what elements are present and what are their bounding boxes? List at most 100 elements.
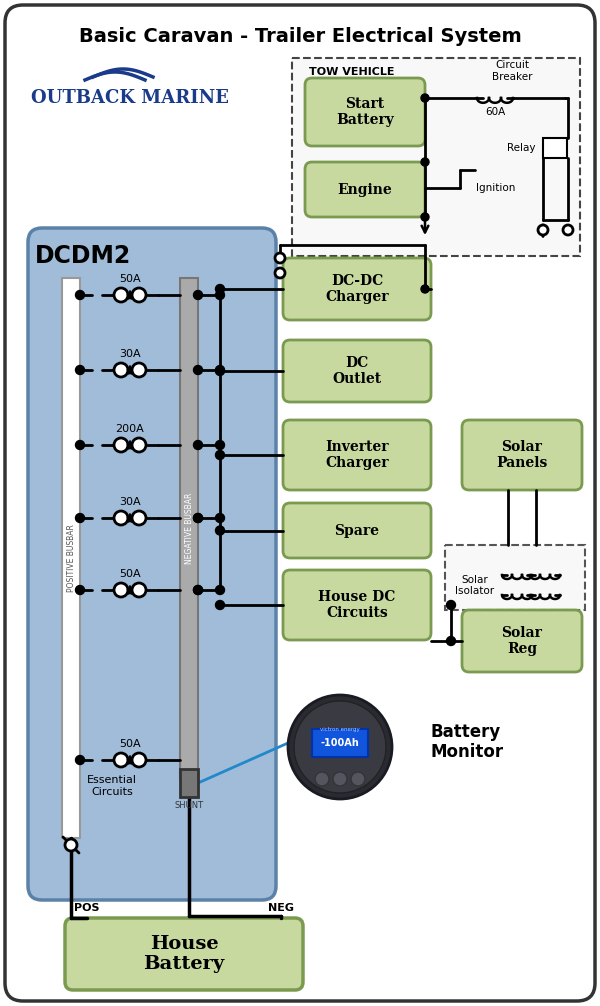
- Text: Circuit
Breaker: Circuit Breaker: [492, 60, 532, 81]
- Circle shape: [132, 288, 146, 302]
- Circle shape: [215, 366, 224, 375]
- Circle shape: [215, 291, 224, 300]
- Circle shape: [114, 438, 128, 452]
- Circle shape: [193, 585, 203, 595]
- Text: Engine: Engine: [338, 182, 392, 196]
- Text: Basic Caravan - Trailer Electrical System: Basic Caravan - Trailer Electrical Syste…: [79, 26, 521, 45]
- Text: DC-DC
Charger: DC-DC Charger: [325, 274, 389, 304]
- Bar: [292, 58, 580, 256]
- Circle shape: [132, 753, 146, 767]
- Circle shape: [215, 451, 224, 460]
- Circle shape: [132, 438, 146, 452]
- Circle shape: [563, 225, 573, 235]
- Circle shape: [333, 772, 347, 786]
- Text: 50A: 50A: [119, 569, 141, 579]
- Circle shape: [288, 695, 392, 799]
- Text: DC
Outlet: DC Outlet: [332, 356, 382, 386]
- Circle shape: [215, 513, 224, 522]
- Circle shape: [446, 601, 455, 610]
- Text: House DC
Circuits: House DC Circuits: [319, 590, 395, 620]
- Circle shape: [76, 756, 85, 765]
- Text: 50A: 50A: [119, 739, 141, 749]
- Bar: [312, 729, 368, 757]
- Text: Ignition: Ignition: [476, 183, 515, 193]
- Text: Solar
Reg: Solar Reg: [502, 626, 542, 656]
- FancyBboxPatch shape: [65, 918, 303, 990]
- Circle shape: [351, 772, 365, 786]
- Circle shape: [421, 213, 429, 221]
- Text: -100Ah: -100Ah: [320, 738, 359, 748]
- Circle shape: [132, 511, 146, 525]
- Text: House
Battery: House Battery: [143, 935, 224, 974]
- Circle shape: [193, 513, 203, 522]
- Circle shape: [315, 772, 329, 786]
- Text: TOW VEHICLE: TOW VEHICLE: [309, 67, 395, 77]
- Circle shape: [76, 585, 85, 595]
- Bar: [543, 138, 567, 158]
- Circle shape: [76, 291, 85, 300]
- FancyBboxPatch shape: [462, 610, 582, 672]
- Text: Relay: Relay: [506, 143, 535, 153]
- Text: Start
Battery: Start Battery: [336, 97, 394, 127]
- Text: DCDM2: DCDM2: [35, 244, 131, 268]
- Text: Solar
Isolator: Solar Isolator: [455, 574, 494, 597]
- Text: Inverter
Charger: Inverter Charger: [325, 440, 389, 470]
- Circle shape: [114, 511, 128, 525]
- Circle shape: [538, 225, 548, 235]
- Circle shape: [193, 291, 203, 300]
- Text: Essential
Circuits: Essential Circuits: [87, 776, 137, 797]
- FancyBboxPatch shape: [305, 162, 425, 217]
- Circle shape: [65, 839, 77, 851]
- Text: 50A: 50A: [119, 274, 141, 284]
- Text: Spare: Spare: [335, 523, 380, 537]
- Circle shape: [215, 285, 224, 294]
- FancyBboxPatch shape: [283, 420, 431, 490]
- Circle shape: [421, 285, 429, 293]
- Circle shape: [215, 365, 224, 374]
- FancyBboxPatch shape: [305, 78, 425, 146]
- Circle shape: [275, 268, 285, 278]
- Circle shape: [215, 441, 224, 450]
- Text: 30A: 30A: [119, 349, 141, 359]
- Circle shape: [215, 526, 224, 535]
- Circle shape: [114, 363, 128, 377]
- FancyBboxPatch shape: [283, 570, 431, 640]
- Circle shape: [421, 158, 429, 166]
- FancyBboxPatch shape: [5, 5, 595, 1001]
- Text: 60A: 60A: [485, 107, 505, 117]
- Bar: [62, 278, 80, 838]
- Circle shape: [76, 365, 85, 374]
- Text: SHUNT: SHUNT: [175, 801, 203, 810]
- Text: Solar
Panels: Solar Panels: [496, 440, 548, 470]
- Circle shape: [193, 513, 203, 522]
- Circle shape: [114, 583, 128, 597]
- Circle shape: [193, 441, 203, 450]
- FancyBboxPatch shape: [462, 420, 582, 490]
- FancyBboxPatch shape: [28, 228, 276, 900]
- Circle shape: [114, 288, 128, 302]
- Circle shape: [215, 585, 224, 595]
- Text: NEG: NEG: [268, 903, 294, 913]
- Circle shape: [294, 701, 386, 793]
- FancyBboxPatch shape: [283, 258, 431, 320]
- Text: NEGATIVE BUSBAR: NEGATIVE BUSBAR: [185, 492, 193, 563]
- Circle shape: [193, 585, 203, 595]
- Circle shape: [132, 583, 146, 597]
- Circle shape: [193, 365, 203, 374]
- Text: Battery
Monitor: Battery Monitor: [430, 722, 503, 762]
- Circle shape: [215, 601, 224, 610]
- Circle shape: [76, 513, 85, 522]
- Circle shape: [114, 753, 128, 767]
- Circle shape: [275, 253, 285, 263]
- Bar: [180, 769, 198, 797]
- Text: 200A: 200A: [116, 424, 145, 434]
- Text: POSITIVE BUSBAR: POSITIVE BUSBAR: [67, 524, 76, 592]
- Text: POS: POS: [74, 903, 100, 913]
- Text: OUTBACK MARINE: OUTBACK MARINE: [31, 89, 229, 107]
- FancyBboxPatch shape: [283, 340, 431, 402]
- Text: 30A: 30A: [119, 497, 141, 507]
- Circle shape: [132, 363, 146, 377]
- FancyBboxPatch shape: [283, 503, 431, 558]
- Bar: [445, 545, 585, 610]
- Circle shape: [421, 94, 429, 102]
